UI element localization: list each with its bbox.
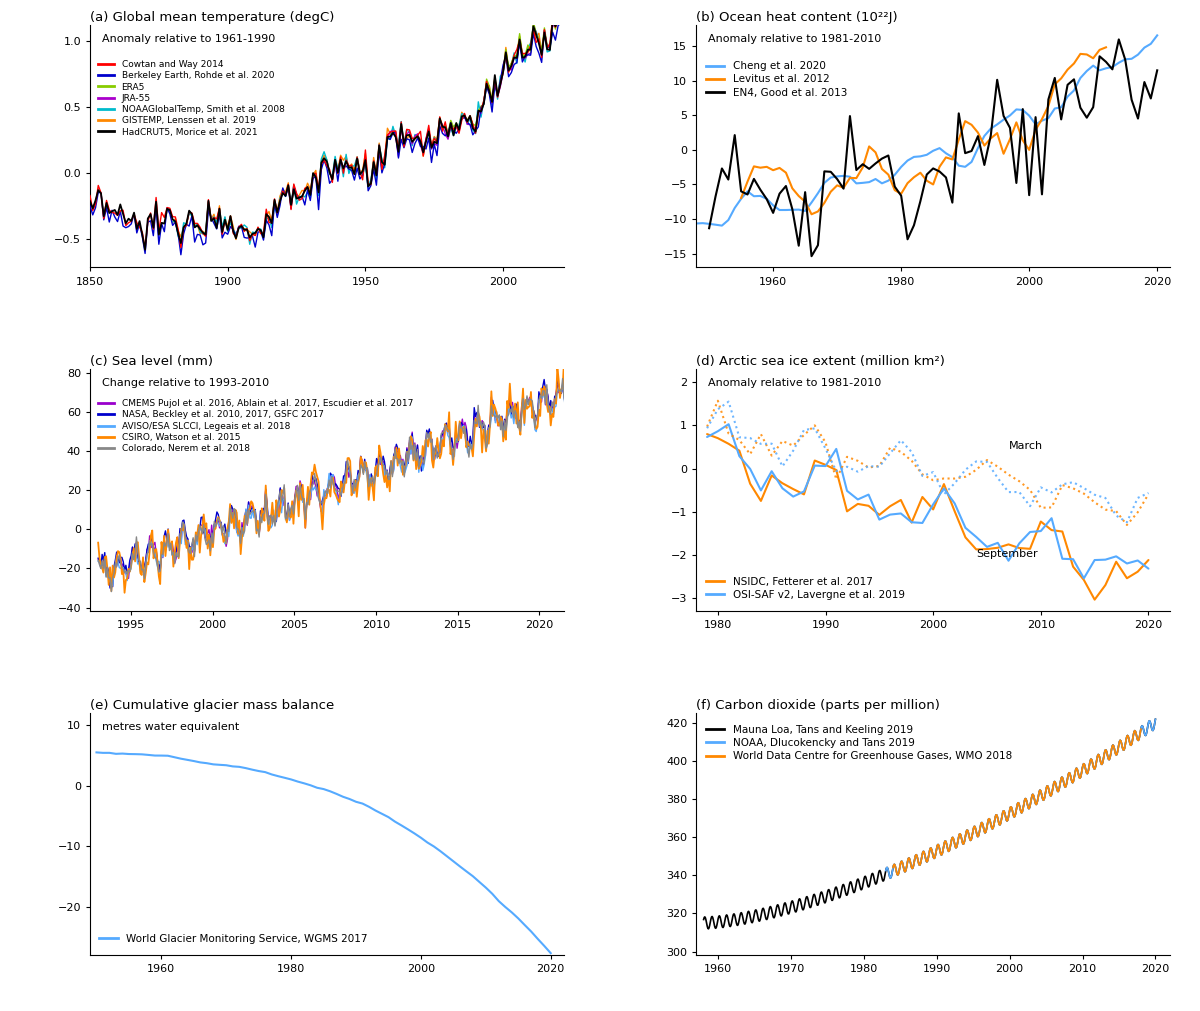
Legend: NSIDC, Fetterer et al. 2017, OSI-SAF v2, Lavergne et al. 2019: NSIDC, Fetterer et al. 2017, OSI-SAF v2,… — [702, 572, 908, 604]
Text: (e) Cumulative glacier mass balance: (e) Cumulative glacier mass balance — [90, 699, 335, 712]
Legend: Mauna Loa, Tans and Keeling 2019, NOAA, Dlucokencky and Tans 2019, World Data Ce: Mauna Loa, Tans and Keeling 2019, NOAA, … — [702, 721, 1016, 765]
Text: (d) Arctic sea ice extent (million km²): (d) Arctic sea ice extent (million km²) — [696, 355, 946, 368]
Text: Anomaly relative to 1961-1990: Anomaly relative to 1961-1990 — [102, 33, 275, 43]
Text: March: March — [1008, 441, 1043, 451]
Text: Anomaly relative to 1981-2010: Anomaly relative to 1981-2010 — [708, 378, 882, 387]
Text: (f) Carbon dioxide (parts per million): (f) Carbon dioxide (parts per million) — [696, 699, 940, 712]
Text: metres water equivalent: metres water equivalent — [102, 722, 239, 732]
Legend: CMEMS Pujol et al. 2016, Ablain et al. 2017, Escudier et al. 2017, NASA, Beckley: CMEMS Pujol et al. 2016, Ablain et al. 2… — [95, 395, 416, 457]
Text: (b) Ocean heat content (10²²J): (b) Ocean heat content (10²²J) — [696, 11, 898, 24]
Text: September: September — [977, 549, 1038, 559]
Text: Anomaly relative to 1981-2010: Anomaly relative to 1981-2010 — [708, 33, 882, 43]
Text: (c) Sea level (mm): (c) Sea level (mm) — [90, 355, 214, 368]
Text: Change relative to 1993-2010: Change relative to 1993-2010 — [102, 378, 269, 387]
Legend: Cheng et al. 2020, Levitus et al. 2012, EN4, Good et al. 2013: Cheng et al. 2020, Levitus et al. 2012, … — [702, 58, 851, 102]
Text: (a) Global mean temperature (degC): (a) Global mean temperature (degC) — [90, 11, 335, 24]
Legend: Cowtan and Way 2014, Berkeley Earth, Rohde et al. 2020, ERA5, JRA-55, NOAAGlobal: Cowtan and Way 2014, Berkeley Earth, Roh… — [95, 57, 288, 141]
Legend: World Glacier Monitoring Service, WGMS 2017: World Glacier Monitoring Service, WGMS 2… — [95, 929, 372, 947]
